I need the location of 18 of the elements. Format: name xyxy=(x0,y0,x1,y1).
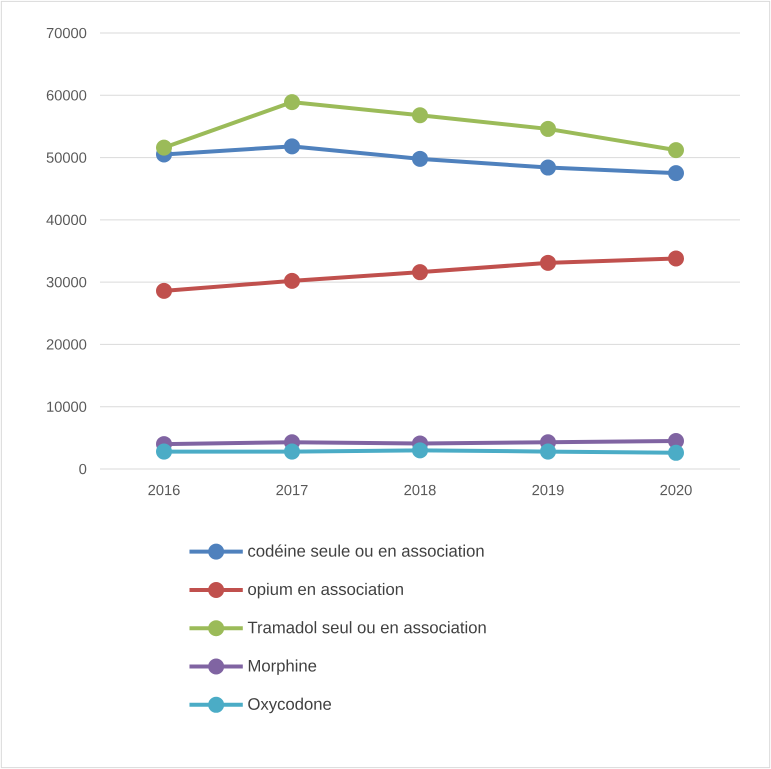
legend-label: codéine seule ou en association xyxy=(248,544,484,557)
y-tick-label: 0 xyxy=(79,464,86,474)
legend-label: Tramadol seul ou en association xyxy=(248,621,486,634)
legend-label: Morphine xyxy=(248,659,316,675)
y-tick-label: 40000 xyxy=(46,214,86,226)
x-tick-label: 2020 xyxy=(660,484,692,496)
x-tick-label: 2018 xyxy=(404,484,436,496)
y-tick-label: 10000 xyxy=(47,402,86,412)
y-tick-label: 70000 xyxy=(46,28,86,38)
x-tick-label: 2019 xyxy=(532,484,564,496)
legend-label: opium en association xyxy=(248,582,403,598)
y-tick-label: 60000 xyxy=(46,90,86,100)
y-tick-label: 20000 xyxy=(46,339,86,350)
x-tick-label: 2017 xyxy=(276,484,308,496)
legend-label: Oxycodone xyxy=(248,698,332,714)
y-tick-label: 50000 xyxy=(46,152,86,163)
x-tick-label: 2016 xyxy=(148,484,180,496)
y-tick-label: 30000 xyxy=(46,276,86,288)
